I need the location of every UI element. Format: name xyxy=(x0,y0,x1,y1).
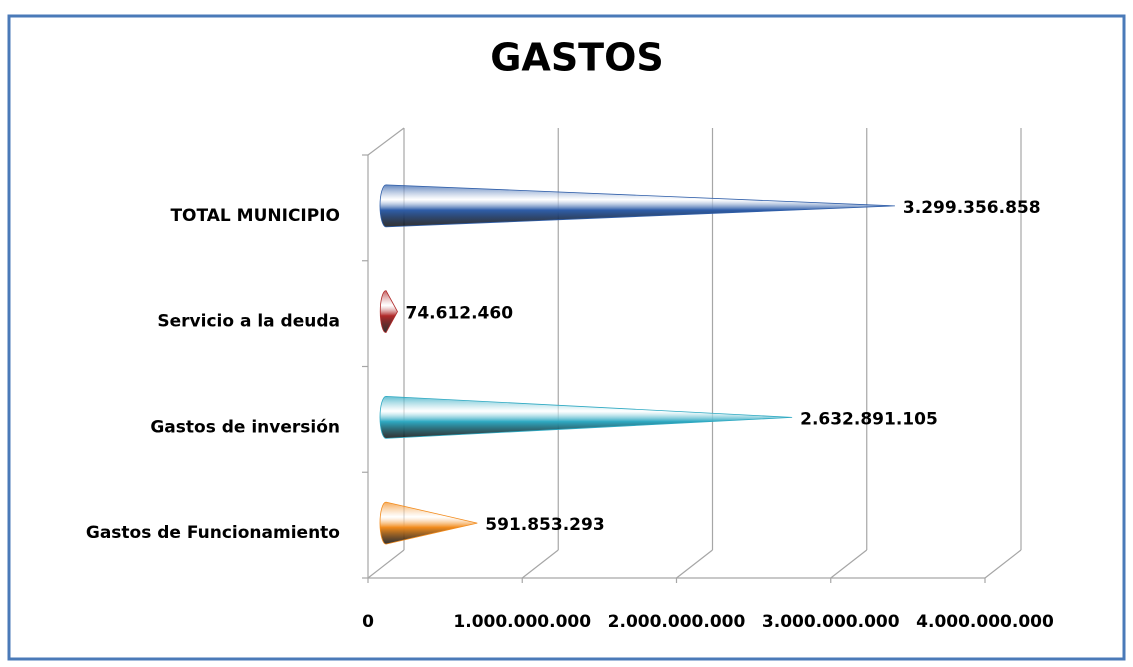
grid-line xyxy=(367,549,405,579)
data-label: 3.299.356.858 xyxy=(903,198,1041,218)
bar xyxy=(379,184,895,228)
data-label: 74.612.460 xyxy=(406,304,514,324)
frame xyxy=(7,14,1126,661)
y-tick-label: Servicio a la deuda xyxy=(157,312,340,332)
y-tick-label: Gastos de Funcionamiento xyxy=(86,523,340,543)
data-label: 2.632.891.105 xyxy=(800,409,938,429)
chart-title: GASTOS xyxy=(490,36,664,80)
grid-line xyxy=(830,549,868,579)
x-tick-label: 4.000.000.000 xyxy=(916,612,1054,632)
data-label: 591.853.293 xyxy=(485,515,604,535)
x-tick-label: 3.000.000.000 xyxy=(762,612,900,632)
y-tick-label: Gastos de inversión xyxy=(150,417,340,437)
bar xyxy=(379,501,478,545)
grid-line xyxy=(984,549,1022,579)
bar xyxy=(379,290,398,334)
grid-line xyxy=(676,549,713,579)
grid-line xyxy=(521,549,559,579)
x-tick-label: 2.000.000.000 xyxy=(608,612,746,632)
bar xyxy=(379,395,793,439)
y-tick-label: TOTAL MUNICIPIO xyxy=(170,206,340,226)
wall-edge xyxy=(367,127,405,156)
x-tick-label: 1.000.000.000 xyxy=(453,612,591,632)
x-tick-label: 0 xyxy=(362,612,374,632)
